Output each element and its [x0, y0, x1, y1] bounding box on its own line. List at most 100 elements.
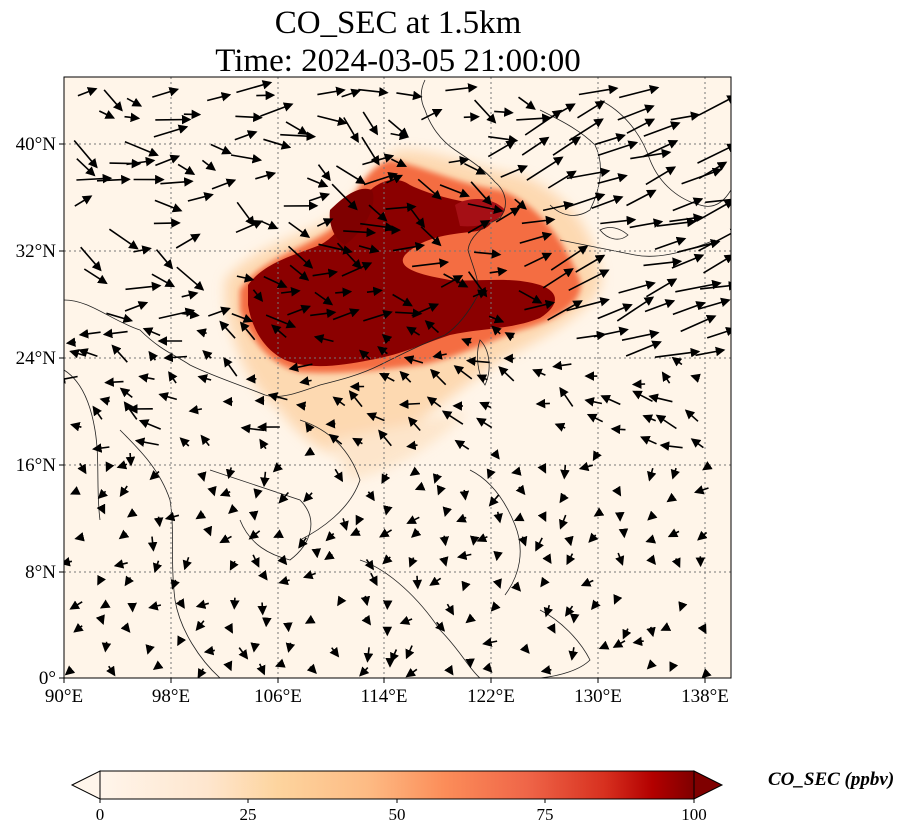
wind-arrow [381, 334, 393, 345]
wind-arrow [615, 552, 625, 566]
wind-arrow [671, 356, 683, 367]
wind-arrow [295, 401, 307, 411]
wind-arrow [586, 413, 604, 423]
wind-arrow [343, 227, 377, 238]
wind-arrow [313, 334, 334, 344]
wind-arrow [359, 666, 370, 677]
wind-arrow [626, 189, 657, 207]
colorbar-tick-label: 50 [388, 805, 406, 824]
wind-arrow [78, 329, 101, 339]
wind-arrow [592, 450, 602, 462]
colorbar-extend-low [70, 770, 101, 800]
wind-arrow [231, 312, 254, 323]
wind-arrow [77, 87, 98, 97]
wind-arrow [564, 605, 575, 617]
wind-arrow [325, 531, 336, 542]
wind-arrow [153, 124, 189, 138]
wind-arrow [382, 554, 393, 565]
wind-arrow [406, 440, 418, 451]
wind-arrow [379, 528, 393, 538]
wind-arrow [125, 452, 136, 467]
colorbar-tick-label: 75 [536, 805, 554, 824]
colorbar-gradient [100, 771, 694, 799]
wind-arrow [409, 466, 421, 477]
wind-arrow [414, 481, 426, 491]
wind-arrow [125, 281, 162, 292]
wind-arrow [547, 170, 577, 189]
wind-arrow [645, 166, 677, 186]
wind-arrow [124, 301, 149, 312]
wind-arrow [610, 424, 626, 435]
wind-arrow [442, 506, 452, 517]
wind-arrow [646, 659, 657, 670]
wind-arrow [225, 467, 236, 480]
wind-arrow [352, 437, 363, 447]
wind-arrow [328, 433, 343, 445]
lon-tick-label: 122°E [467, 686, 515, 707]
wind-arrow [660, 622, 672, 631]
wind-arrow [695, 346, 726, 357]
wind-arrow [329, 646, 340, 658]
wind-arrow [208, 306, 231, 317]
wind-arrow [168, 371, 178, 384]
wind-arrow [219, 487, 231, 497]
wind-arrow [461, 580, 471, 592]
wind-arrow [366, 412, 385, 422]
wind-arrow [147, 536, 158, 552]
wind-arrow [600, 394, 621, 406]
wind-arrow [210, 143, 232, 155]
wind-arrow [482, 662, 493, 673]
wind-arrow [646, 626, 656, 638]
wind-arrow [124, 140, 159, 157]
lon-tick-label: 114°E [361, 686, 408, 707]
wind-arrow [179, 437, 190, 448]
wind-arrow [537, 511, 547, 522]
wind-arrow [697, 297, 731, 310]
wind-arrow [654, 347, 701, 358]
wind-arrow [655, 414, 677, 430]
wind-arrow [78, 348, 98, 358]
wind-arrow [288, 221, 311, 238]
wind-arrow [566, 297, 610, 312]
wind-arrow [697, 623, 707, 635]
wind-arrow [271, 324, 287, 339]
wind-arrow [698, 161, 728, 180]
wind-arrow [229, 597, 240, 610]
wind-arrow [597, 173, 628, 185]
wind-arrow [256, 663, 266, 676]
wind-arrow [518, 289, 543, 304]
wind-arrow [236, 80, 273, 94]
wind-arrow [197, 374, 212, 384]
wind-arrow [429, 576, 442, 586]
wind-arrow [262, 617, 272, 628]
wind-arrow [142, 327, 161, 337]
wind-arrow [277, 554, 288, 566]
wind-arrow [554, 422, 566, 432]
axis-ticks [59, 143, 706, 683]
wind-arrow [306, 177, 329, 188]
wind-arrow [366, 286, 383, 297]
wind-arrow [696, 199, 731, 222]
wind-arrow [312, 268, 338, 278]
wind-arrow [317, 86, 346, 97]
wind-arrow [343, 117, 359, 143]
wind-arrow [487, 140, 516, 158]
wind-arrow [378, 372, 395, 382]
wind-arrow [363, 647, 374, 663]
wind-arrow [622, 628, 632, 640]
wind-arrow [577, 100, 606, 119]
wind-arrow [98, 110, 116, 119]
wind-arrow [248, 510, 259, 521]
wind-arrow [626, 118, 656, 134]
wind-arrow [566, 553, 576, 566]
wind-arrow [392, 241, 426, 252]
wind-arrow [488, 494, 500, 507]
wind-arrow [74, 195, 93, 207]
wind-arrow [126, 97, 143, 107]
wind-arrow [152, 660, 164, 671]
wind-arrow [153, 218, 181, 228]
wind-arrow [197, 667, 207, 678]
wind-arrow [547, 300, 583, 321]
wind-arrow [670, 111, 701, 121]
